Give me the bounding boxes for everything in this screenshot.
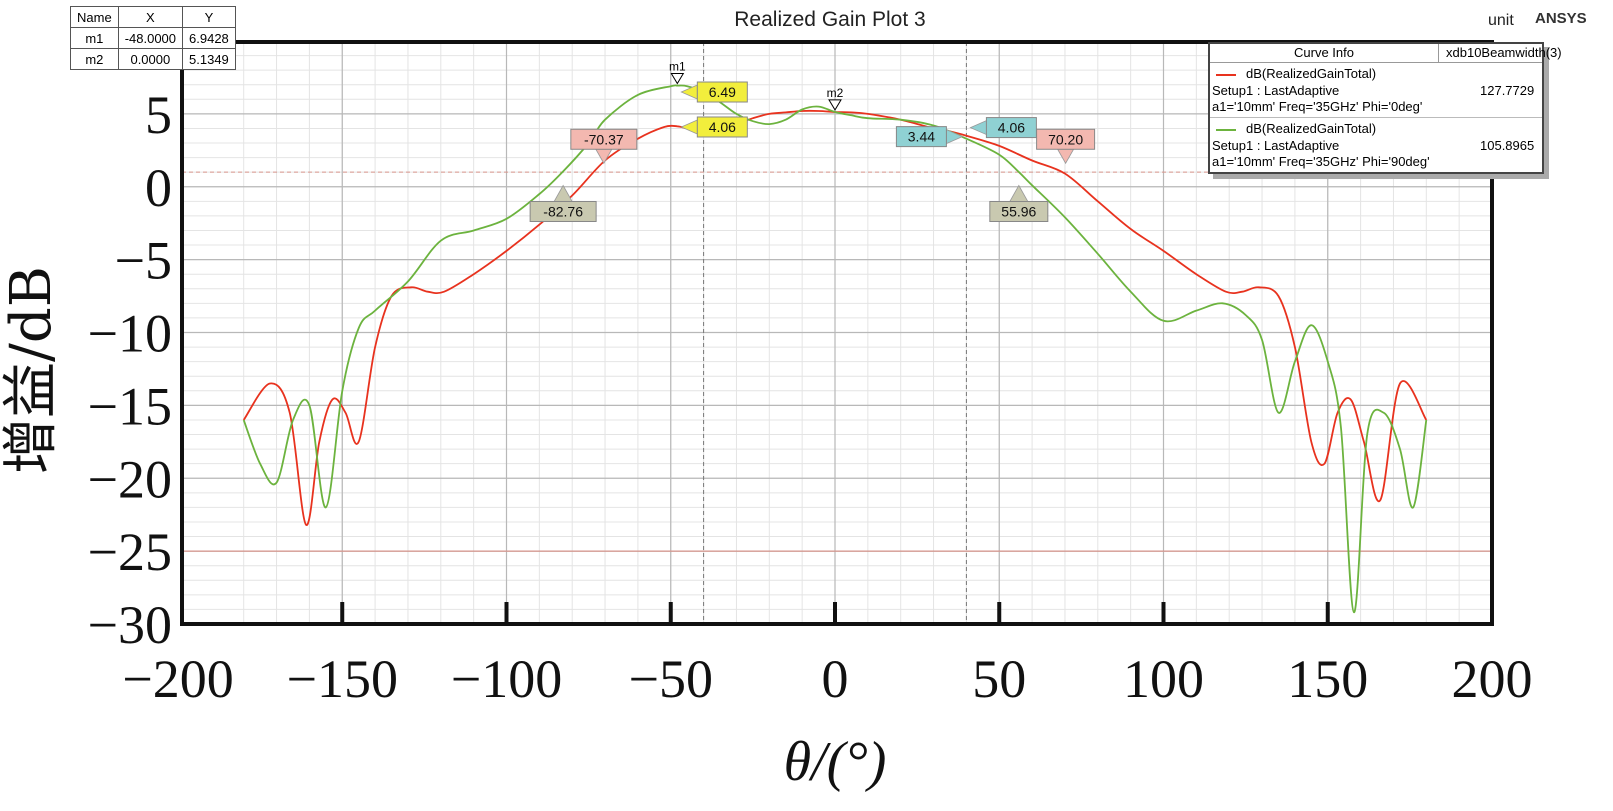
curve-info-divider: [1438, 44, 1439, 62]
callout-pointer: [1009, 184, 1029, 202]
annotation-layer: m1 m2 6.49 4.06 -70.37 -82.76 3.44 4.06 70.20 55.…: [529, 60, 1096, 222]
marker-header-x: X: [117, 6, 184, 28]
marker-table-header: Name X Y: [70, 6, 236, 28]
callout-box: [570, 128, 638, 150]
y-tick-label: −10: [88, 304, 172, 364]
callout-box: [985, 117, 1037, 139]
marker-name: m1: [70, 27, 119, 49]
callout-box: [696, 81, 748, 103]
callout-pointer: [969, 119, 987, 136]
marker-row: m2 0.0000 5.1349: [70, 48, 236, 70]
marker-name: m2: [70, 48, 119, 70]
brand-logo-text: ANSYS: [1535, 10, 1587, 27]
y-tick-label: 0: [145, 158, 172, 218]
y-tick-label: −30: [88, 595, 172, 655]
curve-info-metric: xdb10Beamwidth(3): [1446, 45, 1562, 60]
callout-label: 4.06: [709, 119, 736, 135]
x-tick-label: −50: [629, 649, 713, 709]
reference-lines: [182, 42, 1492, 624]
marker-y: 6.9428: [182, 27, 236, 49]
callout-pointer: [680, 119, 698, 135]
callout-label: -70.37: [584, 131, 624, 147]
series-layer: [242, 84, 1428, 614]
marker-triangle: [670, 73, 685, 85]
marker-label: m2: [827, 86, 844, 100]
marker-y: 5.1349: [182, 48, 236, 70]
marker-table: Name X Y m1 -48.0000 6.9428 m2 0.0000 5.…: [70, 6, 236, 70]
legend-expr: dB(RealizedGainTotal): [1246, 66, 1377, 81]
x-tick-label: −150: [287, 649, 398, 709]
callout-box: [895, 126, 947, 148]
callout-box: [529, 200, 597, 222]
x-tick-label: −200: [122, 649, 233, 709]
x-tick-label: 50: [972, 649, 1026, 709]
legend-entry: dB(RealizedGainTotal) Setup1 : LastAdapt…: [1210, 119, 1542, 171]
plot-title: Realized Gain Plot 3: [734, 8, 926, 31]
callout-label: -82.76: [543, 203, 583, 219]
callout-label: 6.49: [709, 84, 736, 100]
callout-box: [696, 116, 748, 138]
unit-label: unit: [1488, 12, 1514, 29]
curve-info-legend: Curve Info xdb10Beamwidth(3) dB(Realized…: [1208, 42, 1562, 174]
legend-swatch: [1216, 74, 1236, 76]
x-tick-label: −100: [451, 649, 562, 709]
legend-entry: dB(RealizedGainTotal) Setup1 : LastAdapt…: [1210, 64, 1542, 116]
x-tick-label: 100: [1123, 649, 1204, 709]
axis-layer: −200 −150 −100 −50 0 50 100 150 20050−5−10−15−20…: [0, 40, 1533, 793]
callout-label: 70.20: [1048, 131, 1083, 147]
marker-label: m1: [669, 60, 686, 74]
series-line-phi-90deg: [242, 84, 1428, 614]
marker-header-y: Y: [182, 6, 236, 28]
curve-info-title: Curve Info: [1294, 45, 1354, 60]
legend-setup: Setup1 : LastAdaptive: [1212, 138, 1340, 153]
legend-expr: dB(RealizedGainTotal): [1246, 121, 1377, 136]
callout-label: 4.06: [998, 120, 1025, 136]
callout-label: 3.44: [908, 129, 935, 145]
legend-setup: Setup1 : LastAdaptive: [1212, 83, 1340, 98]
callout-box: [1036, 128, 1096, 150]
callout-box: [989, 200, 1049, 222]
legend-separator: [1210, 117, 1542, 118]
marker-row: m1 -48.0000 6.9428: [70, 27, 236, 49]
x-tick-label: 0: [822, 649, 849, 709]
x-tick-label: 200: [1452, 649, 1533, 709]
marker-header-name: Name: [70, 6, 119, 28]
y-axis-title: 增益/dB: [0, 266, 64, 474]
legend-value: 105.8965: [1480, 138, 1535, 153]
legend-params: a1='10mm' Freq='35GHz' Phi='0deg': [1212, 99, 1423, 114]
y-tick-label: −20: [88, 449, 172, 509]
y-tick-label: 5: [145, 85, 172, 145]
callout-label: 55.96: [1001, 203, 1036, 219]
x-axis-title: θ/(°): [784, 731, 887, 793]
y-tick-label: −15: [88, 376, 172, 436]
y-tick-label: −25: [88, 522, 172, 582]
callout-pointer: [1056, 148, 1075, 165]
marker-triangle: [828, 99, 842, 111]
marker-x: 0.0000: [117, 48, 184, 70]
legend-swatch: [1216, 129, 1236, 131]
marker-x: -48.0000: [117, 27, 184, 49]
x-tick-label: 150: [1287, 649, 1368, 709]
legend-params: a1='10mm' Freq='35GHz' Phi='90deg': [1212, 154, 1430, 169]
y-tick-label: −5: [115, 231, 172, 291]
callout-pointer: [553, 184, 573, 202]
curve-info-header: Curve Info xdb10Beamwidth(3): [1210, 44, 1562, 63]
legend-value: 127.7729: [1480, 83, 1535, 98]
